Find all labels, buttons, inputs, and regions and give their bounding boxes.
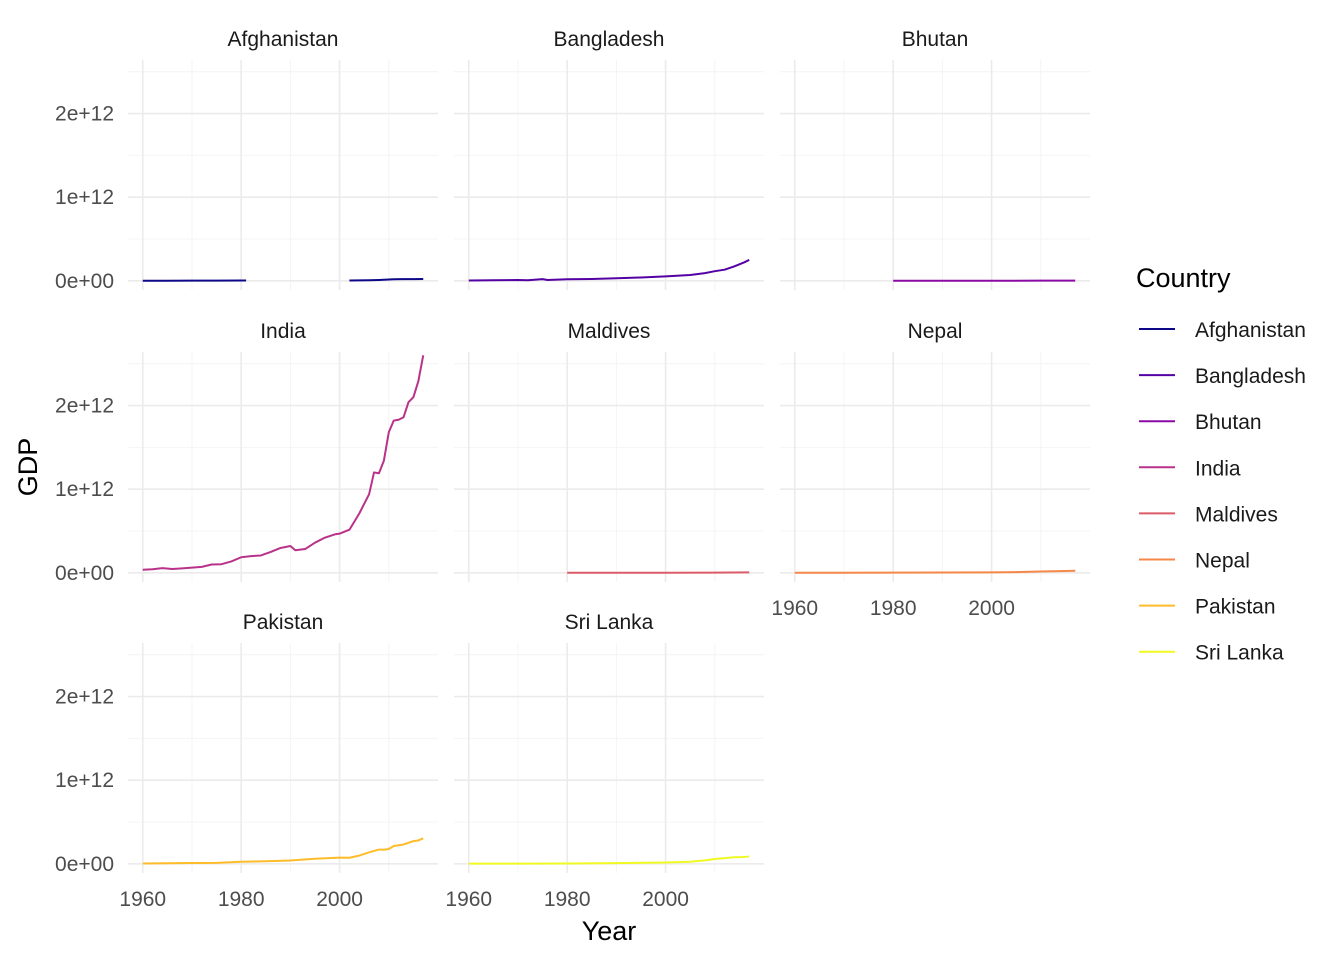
legend-label-sri-lanka: Sri Lanka — [1195, 642, 1284, 665]
x-tick-label: 2000 — [968, 597, 1015, 620]
facet-title-pakistan: Pakistan — [243, 611, 324, 634]
panel-afghanistan: Afghanistan 0e+00 1e+12 2e+12 — [55, 28, 438, 293]
panel-bhutan: Bhutan — [780, 28, 1090, 290]
x-tick-label: 1980 — [544, 888, 591, 911]
x-axis-title: Year — [582, 916, 637, 946]
facet-title-afghanistan: Afghanistan — [228, 28, 339, 51]
legend-item-nepal: Nepal — [1139, 550, 1250, 573]
x-tick-label: 1980 — [870, 597, 917, 620]
panel-nepal: Nepal 1960 1980 2000 — [771, 320, 1090, 620]
legend-item-sri-lanka: Sri Lanka — [1139, 642, 1284, 665]
y-tick-label: 0e+00 — [55, 270, 114, 293]
x-tick-label: 1980 — [218, 888, 265, 911]
legend-item-maldives: Maldives — [1139, 503, 1278, 526]
x-tick-label: 2000 — [316, 888, 363, 911]
y-tick-label: 1e+12 — [55, 769, 114, 792]
panel-sri-lanka: Sri Lanka 1960 1980 2000 — [445, 611, 764, 911]
series-line-india — [142, 355, 425, 571]
series-line-sri-lanka — [468, 855, 750, 865]
legend-item-afghanistan: Afghanistan — [1139, 319, 1306, 342]
panel-pakistan: Pakistan 0e+00 1e+12 2e+12 1960 1980 2000 — [55, 611, 438, 911]
y-tick-label: 0e+00 — [55, 853, 114, 876]
x-tick-label: 1960 — [445, 888, 492, 911]
legend-item-india: India — [1139, 457, 1241, 480]
y-tick-label: 2e+12 — [55, 395, 114, 418]
facet-panels: Afghanistan 0e+00 1e+12 2e+12 Bangladesh Bhut… — [55, 28, 1090, 911]
y-tick-label: 1e+12 — [55, 186, 114, 209]
legend-label-india: India — [1195, 457, 1241, 480]
series-line-nepal — [794, 569, 1076, 574]
facet-title-sri-lanka: Sri Lanka — [565, 611, 654, 634]
y-tick-label: 1e+12 — [55, 478, 114, 501]
legend-items: Afghanistan Bangladesh Bhutan India Maldives… — [1139, 319, 1306, 665]
legend-label-afghanistan: Afghanistan — [1195, 319, 1306, 342]
facet-title-india: India — [260, 320, 306, 343]
facet-title-bhutan: Bhutan — [902, 28, 969, 51]
legend-label-pakistan: Pakistan — [1195, 596, 1276, 619]
legend-item-pakistan: Pakistan — [1139, 596, 1276, 619]
x-tick-label: 1960 — [119, 888, 166, 911]
legend-label-bhutan: Bhutan — [1195, 411, 1262, 434]
series-line-afghanistan — [349, 278, 424, 282]
y-tick-label: 2e+12 — [55, 103, 114, 126]
series-line-pakistan — [142, 837, 424, 865]
legend: Country Afghanistan Bangladesh Bhutan India… — [1136, 263, 1306, 665]
y-tick-label: 2e+12 — [55, 686, 114, 709]
facet-title-nepal: Nepal — [908, 320, 963, 343]
panel-maldives: Maldives — [454, 320, 764, 582]
legend-item-bangladesh: Bangladesh — [1139, 365, 1306, 388]
panel-india: India 0e+00 1e+12 2e+12 — [55, 320, 438, 585]
x-tick-label: 1960 — [771, 597, 818, 620]
x-tick-label: 2000 — [642, 888, 689, 911]
y-tick-label: 0e+00 — [55, 562, 114, 585]
legend-label-maldives: Maldives — [1195, 503, 1278, 526]
y-axis-title: GDP — [13, 438, 43, 497]
legend-label-bangladesh: Bangladesh — [1195, 365, 1306, 388]
panel-bangladesh: Bangladesh — [454, 28, 764, 290]
legend-label-nepal: Nepal — [1195, 550, 1250, 573]
legend-title: Country — [1136, 263, 1231, 293]
legend-item-bhutan: Bhutan — [1139, 411, 1262, 434]
facet-title-maldives: Maldives — [568, 320, 651, 343]
facet-title-bangladesh: Bangladesh — [554, 28, 665, 51]
series-line-bangladesh — [468, 258, 750, 282]
